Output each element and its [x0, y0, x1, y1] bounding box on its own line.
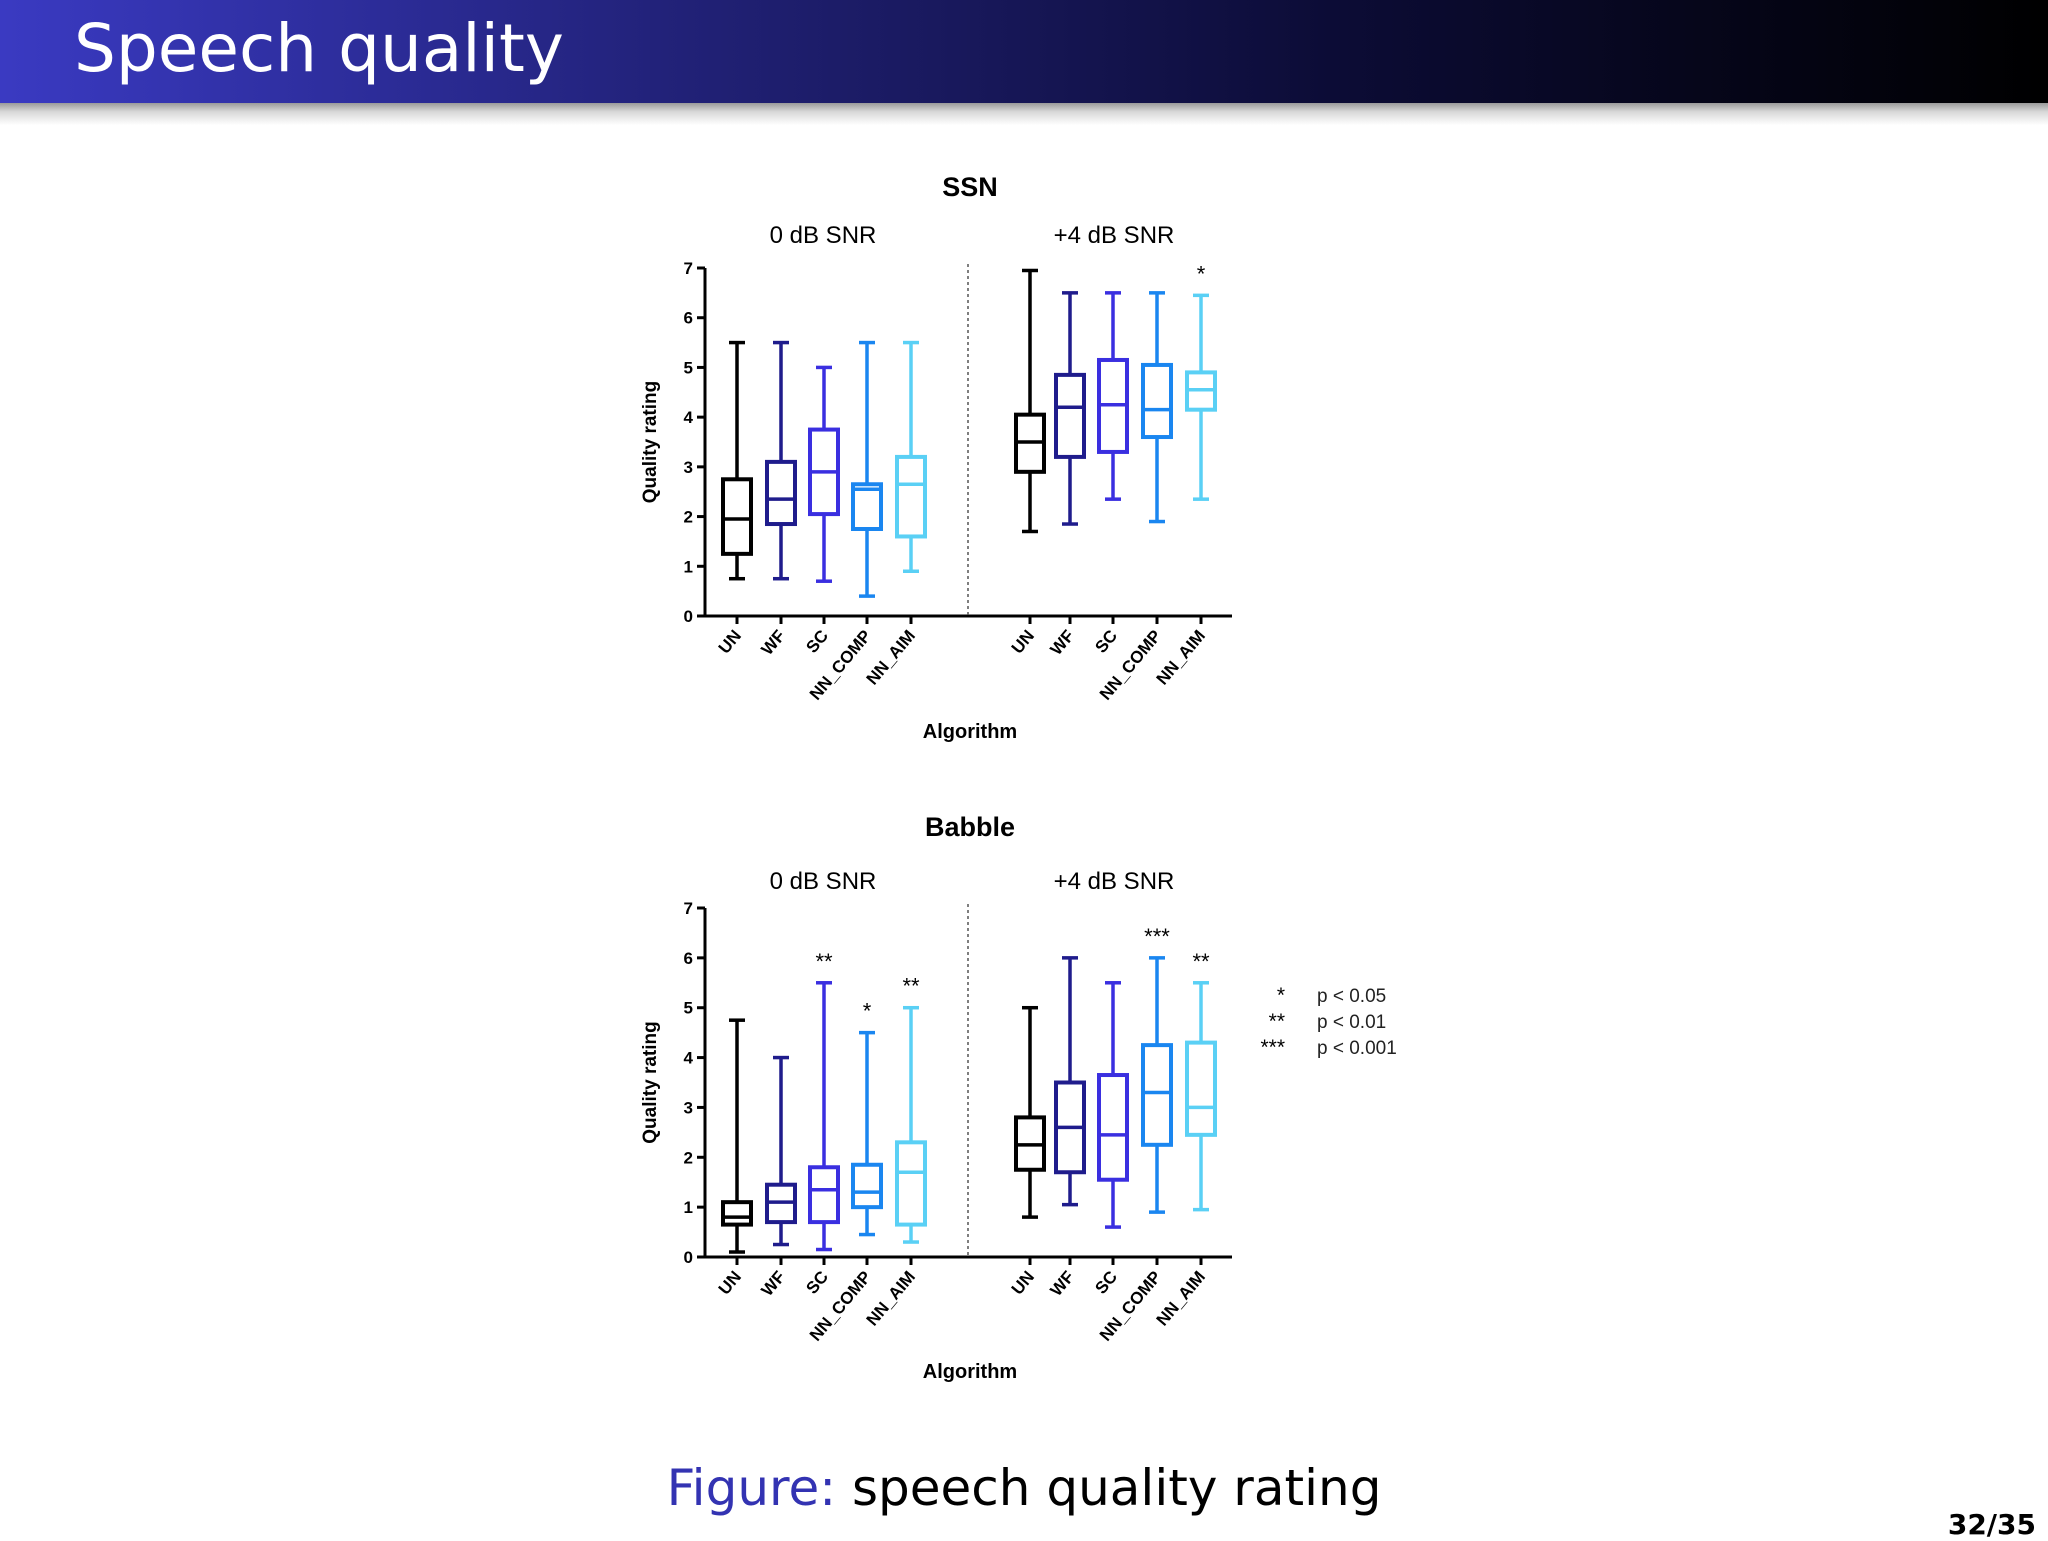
box-iqr — [851, 1162, 883, 1210]
x-tick-label: SC — [802, 1267, 832, 1297]
x-axis-label: Algorithm — [923, 721, 1017, 743]
page-number: 32/35 — [1947, 1508, 2036, 1541]
slide-title: Speech quality — [74, 10, 564, 87]
caption-label: Figure: — [666, 1459, 837, 1517]
figure-caption: Figure: speech quality rating — [0, 1456, 2048, 1520]
x-tick-label: UN — [715, 626, 745, 657]
y-tick-label: 2 — [684, 1148, 693, 1167]
significance-legend: * p < 0.05 ** p < 0.01 *** p < 0.001 — [1260, 984, 1396, 1059]
x-axis-label: Algorithm — [923, 1361, 1017, 1383]
significance-marker: * — [1197, 261, 1206, 286]
y-tick-label: 7 — [684, 899, 693, 918]
box-iqr — [721, 1200, 753, 1227]
chart-title: Babble — [925, 812, 1015, 842]
box-un — [1014, 1005, 1046, 1219]
y-axis-label: Quality rating — [640, 1021, 661, 1143]
box-nn-aim: ** — [895, 974, 927, 1244]
y-tick-label: 3 — [684, 1098, 693, 1117]
box-iqr — [1054, 372, 1086, 459]
title-bar — [0, 0, 2048, 103]
caption-text: speech quality rating — [851, 1459, 1382, 1517]
box-sc — [1097, 981, 1129, 1229]
x-tick-label: UN — [715, 1267, 745, 1298]
y-tick-label: 3 — [684, 458, 693, 477]
significance-marker: ** — [815, 949, 833, 974]
box-iqr — [895, 1140, 927, 1227]
legend-label: p < 0.01 — [1317, 1012, 1386, 1033]
x-tick-label: UN — [1008, 1267, 1038, 1298]
box-un — [721, 1018, 753, 1254]
y-tick-label: 6 — [684, 949, 693, 968]
legend-stars: ** — [1269, 1010, 1285, 1033]
legend-stars: * — [1277, 984, 1285, 1007]
box-nn-comp: * — [851, 999, 883, 1237]
y-tick-label: 0 — [684, 1248, 693, 1267]
box-nn-comp — [1141, 291, 1173, 524]
chart-title: SSN — [942, 172, 998, 202]
panel-label: 0 dB SNR — [770, 868, 877, 895]
title-bar-shadow — [0, 103, 2048, 125]
x-tick-label: SC — [802, 626, 832, 656]
box-nn-comp — [851, 340, 883, 598]
box-nn-aim: * — [1185, 261, 1217, 501]
y-tick-label: 5 — [684, 999, 693, 1018]
y-tick-label: 1 — [684, 557, 693, 576]
chart-ssn: SSN Quality rating Algorithm 0 1 2 3 4 5 6 7 0 dB S… — [640, 172, 1232, 743]
y-tick-label: 1 — [684, 1198, 693, 1217]
box-nn-comp: *** — [1141, 924, 1173, 1214]
box-iqr — [895, 454, 927, 539]
box-un — [1014, 268, 1046, 534]
panel-label: +4 dB SNR — [1054, 868, 1175, 895]
y-axis-label: Quality rating — [640, 381, 661, 503]
legend-label: p < 0.05 — [1317, 986, 1386, 1007]
box-iqr — [1141, 1043, 1173, 1147]
x-tick-label: SC — [1091, 1267, 1121, 1297]
significance-marker: ** — [902, 974, 920, 999]
box-sc — [808, 365, 840, 583]
significance-marker: ** — [1192, 949, 1210, 974]
box-iqr — [721, 477, 753, 556]
box-nn-aim: ** — [1185, 949, 1217, 1212]
box-iqr — [1141, 362, 1173, 440]
y-tick-label: 6 — [684, 309, 693, 328]
chart-babble: Babble Quality rating Algorithm 0 1 2 3 4 5 6 7 0 d… — [640, 812, 1232, 1383]
legend-label: p < 0.001 — [1317, 1038, 1397, 1059]
box-sc: ** — [808, 949, 840, 1252]
x-tick-label: WF — [1047, 626, 1079, 658]
box-un — [721, 340, 753, 581]
y-tick-label: 4 — [684, 1049, 694, 1068]
y-tick-label: 7 — [684, 259, 693, 278]
box-wf — [765, 340, 797, 581]
x-tick-label: WF — [1047, 1267, 1079, 1299]
panel-label: +4 dB SNR — [1054, 222, 1175, 249]
box-wf — [1054, 291, 1086, 526]
box-iqr — [1185, 1040, 1217, 1137]
legend-stars: *** — [1260, 1036, 1285, 1059]
box-wf — [765, 1055, 797, 1247]
y-tick-label: 0 — [684, 607, 693, 626]
significance-marker: *** — [1144, 924, 1170, 949]
x-tick-label: WF — [758, 626, 790, 658]
panel-label: 0 dB SNR — [770, 222, 877, 249]
y-tick-label: 4 — [684, 408, 694, 427]
box-iqr — [765, 459, 797, 527]
x-tick-label: SC — [1091, 626, 1121, 656]
significance-marker: * — [863, 999, 872, 1024]
y-tick-label: 5 — [684, 358, 693, 377]
y-tick-label: 2 — [684, 508, 693, 527]
x-tick-label: UN — [1008, 626, 1038, 657]
box-sc — [1097, 291, 1129, 501]
box-wf — [1054, 956, 1086, 1207]
box-nn-aim — [895, 340, 927, 574]
box-iqr — [808, 1165, 840, 1225]
box-iqr — [1097, 1073, 1129, 1182]
x-tick-label: WF — [758, 1267, 790, 1299]
box-iqr — [851, 482, 883, 531]
